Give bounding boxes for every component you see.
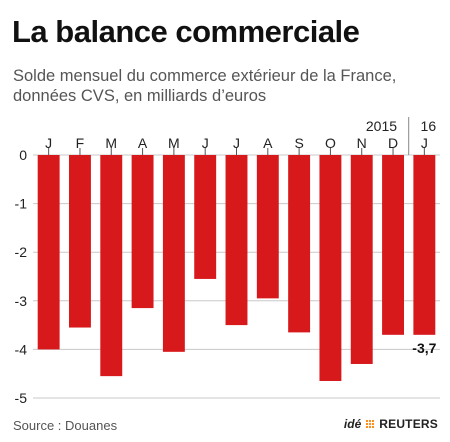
y-tick-label: -5: [15, 390, 28, 406]
year-label: 16: [421, 118, 437, 134]
y-tick-label: -1: [15, 196, 28, 212]
x-tick-label: M: [168, 135, 180, 151]
x-tick-label: S: [294, 135, 303, 151]
chart-title: La balance commerciale: [12, 14, 360, 49]
chart-subtitle: Solde mensuel du commerce extérieur de l…: [13, 67, 397, 105]
bar: [225, 155, 248, 326]
bar: [288, 155, 311, 333]
bars: [37, 155, 436, 381]
x-tick-label: A: [263, 135, 273, 151]
x-tick-label: O: [325, 135, 336, 151]
x-tick-label: A: [138, 135, 148, 151]
x-tick-label: D: [388, 135, 398, 151]
bar: [131, 155, 154, 309]
y-axis-ticks: 0 -1 -2 -3 -4 -5: [15, 147, 28, 406]
value-labels: -3,7: [412, 340, 436, 356]
x-tick-label: M: [105, 135, 117, 151]
bar: [37, 155, 60, 350]
x-tick-label: F: [76, 135, 85, 151]
x-tick-label: J: [233, 135, 240, 151]
y-tick-label: -4: [15, 341, 28, 357]
y-tick-label: -2: [15, 244, 28, 260]
reuters-logo-icon: [366, 419, 375, 429]
value-label: -3,7: [412, 340, 436, 356]
x-tick-label: N: [357, 135, 367, 151]
bar: [319, 155, 342, 381]
x-tick-label: J: [421, 135, 428, 151]
ide-logo-text: idé: [343, 417, 362, 431]
y-tick-label: 0: [19, 147, 27, 163]
bar: [194, 155, 217, 279]
year-labels: 2015 16: [366, 117, 436, 155]
bar: [162, 155, 185, 352]
x-tick-label: J: [45, 135, 52, 151]
bar: [382, 155, 404, 335]
y-tick-label: -3: [15, 293, 28, 309]
credit: idé REUTERS: [344, 417, 438, 431]
bar: [413, 155, 436, 335]
year-label: 2015: [366, 118, 397, 134]
reuters-text: REUTERS: [379, 417, 438, 431]
x-tick-label: J: [202, 135, 209, 151]
bar: [350, 155, 373, 364]
bar: [256, 155, 279, 299]
bar: [100, 155, 123, 377]
bar: [69, 155, 91, 328]
source-note: Source : Douanes: [13, 418, 118, 433]
